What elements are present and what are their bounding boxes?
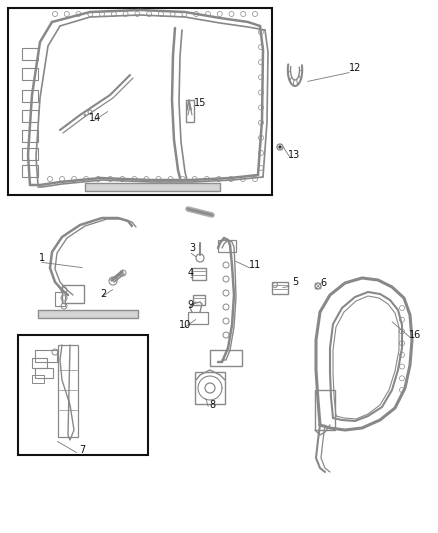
Bar [195,372,225,404]
Text: 8: 8 [209,400,215,410]
Bar [193,295,205,305]
Bar [22,130,38,142]
Bar [22,90,38,102]
Bar [55,292,65,306]
Bar [315,390,335,430]
Bar [32,358,47,368]
Bar [85,183,220,191]
Bar [186,100,194,122]
Text: 6: 6 [320,278,326,288]
Text: 10: 10 [179,320,191,330]
Bar [18,335,148,455]
Bar [62,285,84,303]
Bar [22,68,38,80]
Bar [22,110,38,122]
Bar [272,282,288,294]
Text: 15: 15 [194,98,206,108]
Bar [210,350,242,366]
Bar [22,48,38,60]
Bar [32,375,44,383]
Bar [218,240,236,252]
Text: 9: 9 [187,300,193,310]
Bar [8,8,272,195]
Text: 12: 12 [349,63,361,73]
Text: 11: 11 [249,260,261,270]
Text: 14: 14 [89,113,101,123]
Bar [58,345,78,437]
Text: 13: 13 [288,150,300,160]
Bar [22,165,38,177]
Text: 5: 5 [292,277,298,287]
Text: 16: 16 [409,330,421,340]
Text: 2: 2 [100,289,106,299]
Bar [192,268,206,280]
Bar [35,350,57,362]
Bar [35,368,53,378]
Bar [38,310,138,318]
Bar [188,312,208,324]
Text: 7: 7 [79,445,85,455]
Text: 3: 3 [189,243,195,253]
Bar [22,148,38,160]
Text: 4: 4 [188,268,194,278]
Text: 1: 1 [39,253,45,263]
